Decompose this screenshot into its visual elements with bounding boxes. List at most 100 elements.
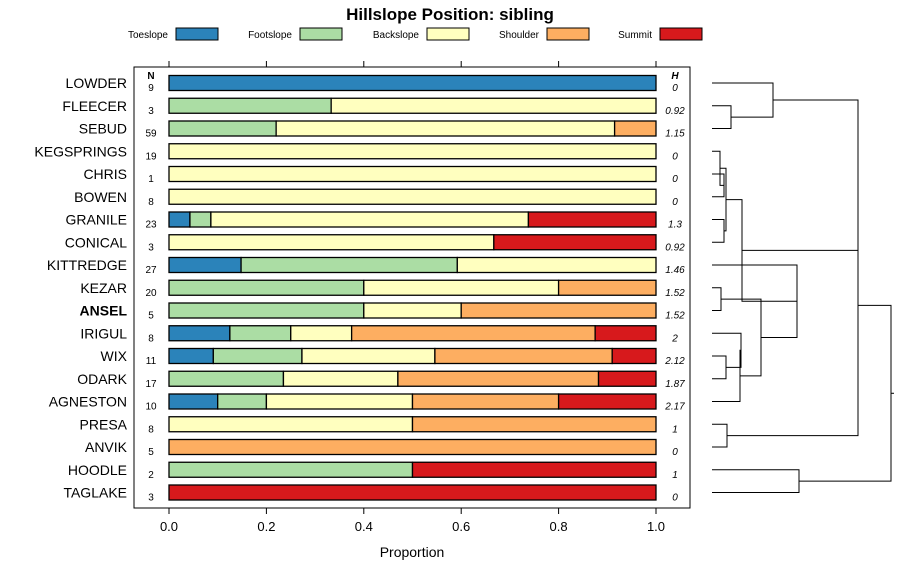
legend-swatch bbox=[426, 27, 470, 41]
dendrogram-link bbox=[727, 175, 859, 437]
bar-segment bbox=[411, 393, 560, 410]
h-value: 0.92 bbox=[665, 242, 685, 253]
bar-segment bbox=[493, 234, 657, 251]
h-value: 1.15 bbox=[665, 129, 685, 140]
bar-segment bbox=[168, 279, 365, 296]
h-value: 2.12 bbox=[664, 356, 685, 367]
h-value: 0 bbox=[672, 151, 678, 162]
x-axis: 0.0 0.2 0.4 0.6 0.8 1.0 bbox=[160, 61, 665, 534]
bar-segment bbox=[594, 325, 657, 342]
x-tick-label: 0.8 bbox=[550, 519, 568, 534]
h-value: 0 bbox=[672, 83, 678, 94]
bar-segment bbox=[301, 347, 436, 365]
chart-title: Hillslope Position: sibling bbox=[346, 5, 554, 24]
legend-label: Footslope bbox=[248, 30, 292, 41]
row-label: CONICAL bbox=[65, 234, 127, 250]
row-label: IRIGUL bbox=[80, 325, 127, 341]
h-value: 1.87 bbox=[665, 379, 685, 390]
bar-segment bbox=[212, 347, 303, 365]
bar-row: ANVIK 5 0 bbox=[85, 438, 678, 458]
row-label: AGNESTON bbox=[49, 394, 127, 410]
n-header: N bbox=[147, 71, 154, 82]
row-label: FLEECER bbox=[62, 98, 127, 114]
dendrogram-link bbox=[742, 99, 859, 251]
bar-segment bbox=[557, 393, 657, 410]
bar-segment bbox=[217, 393, 268, 410]
dendrogram-link bbox=[712, 423, 728, 448]
row-label: ODARK bbox=[77, 371, 127, 387]
h-value: 0 bbox=[672, 493, 678, 504]
bar-row: KEGSPRINGS 19 0 bbox=[34, 143, 678, 162]
bar-segment bbox=[613, 120, 657, 137]
legend: Toeslope Footslope Backslope Shoulder Summit bbox=[128, 27, 703, 41]
bar-segment bbox=[275, 120, 616, 137]
dendrogram-link bbox=[712, 105, 732, 129]
h-value: 2 bbox=[671, 333, 678, 344]
x-tick-label: 0.6 bbox=[452, 519, 470, 534]
n-value: 8 bbox=[148, 424, 154, 435]
row-label: KITTREDGE bbox=[47, 257, 127, 273]
legend-swatch bbox=[659, 27, 703, 41]
n-value: 11 bbox=[146, 356, 157, 367]
dendrogram-link bbox=[712, 219, 725, 243]
n-value: 5 bbox=[148, 311, 154, 322]
legend-swatch bbox=[546, 27, 590, 41]
row-label: SEBUD bbox=[79, 121, 127, 137]
bar-segment bbox=[168, 484, 657, 501]
row-label: KEZAR bbox=[80, 280, 127, 296]
n-value: 3 bbox=[148, 493, 154, 504]
bar-segment bbox=[350, 325, 596, 342]
dendrogram-link bbox=[712, 287, 722, 311]
row-label: TAGLAKE bbox=[63, 485, 127, 501]
bar-segment bbox=[168, 143, 657, 160]
bar-segment bbox=[168, 416, 414, 433]
bar-segment bbox=[168, 188, 657, 205]
n-value: 9 bbox=[148, 83, 154, 94]
bar-row: HOODLE 2 1 bbox=[68, 461, 678, 481]
legend-swatch bbox=[175, 27, 219, 41]
dendrogram-link bbox=[712, 355, 727, 380]
bar-row: KEZAR 20 1.52 bbox=[80, 279, 685, 299]
bar-segment bbox=[168, 120, 277, 137]
bar-segment bbox=[229, 325, 292, 342]
x-tick-label: 0.0 bbox=[160, 519, 178, 534]
row-label: WIX bbox=[101, 348, 128, 364]
h-value: 1.3 bbox=[668, 220, 682, 231]
x-tick-label: 0.4 bbox=[355, 519, 373, 534]
h-value: 1 bbox=[672, 424, 678, 435]
bar-row: BOWEN 8 0 bbox=[74, 188, 678, 208]
bar-segment bbox=[330, 97, 657, 114]
n-value: 3 bbox=[148, 242, 154, 253]
n-value: 8 bbox=[148, 333, 154, 344]
bar-segment bbox=[189, 211, 212, 228]
h-value: 1 bbox=[672, 470, 678, 481]
bar-segment bbox=[460, 302, 657, 319]
bar-row: WIX 11 2.12 bbox=[101, 347, 685, 367]
row-label: HOODLE bbox=[68, 462, 127, 478]
bar-segment bbox=[265, 393, 414, 410]
n-value: 20 bbox=[145, 288, 157, 299]
bar-segment bbox=[168, 347, 214, 365]
x-tick-label: 0.2 bbox=[257, 519, 275, 534]
bar-segment bbox=[168, 211, 191, 228]
bar-segment bbox=[168, 325, 231, 342]
bar-rows: LOWDER 9 0 FLEECER 3 0.92 SEBUD 59 1.15 KEGSPRING… bbox=[34, 74, 685, 504]
row-label: GRANILE bbox=[66, 212, 127, 228]
legend-label: Backslope bbox=[373, 30, 420, 41]
dendrogram-link bbox=[712, 469, 800, 493]
bar-segment bbox=[168, 461, 414, 478]
n-value: 3 bbox=[148, 106, 154, 117]
row-label: ANSEL bbox=[80, 303, 128, 319]
n-value: 17 bbox=[145, 379, 157, 390]
n-value: 8 bbox=[148, 197, 154, 208]
legend-label: Toeslope bbox=[128, 30, 168, 41]
h-value: 2.17 bbox=[664, 402, 685, 413]
bar-row: TAGLAKE 3 0 bbox=[63, 484, 678, 504]
h-value: 0.92 bbox=[665, 106, 685, 117]
bar-segment bbox=[363, 279, 560, 296]
row-label: LOWDER bbox=[66, 75, 127, 91]
n-value: 23 bbox=[145, 220, 157, 231]
h-value: 0 bbox=[672, 174, 678, 185]
n-value: 2 bbox=[148, 470, 154, 481]
